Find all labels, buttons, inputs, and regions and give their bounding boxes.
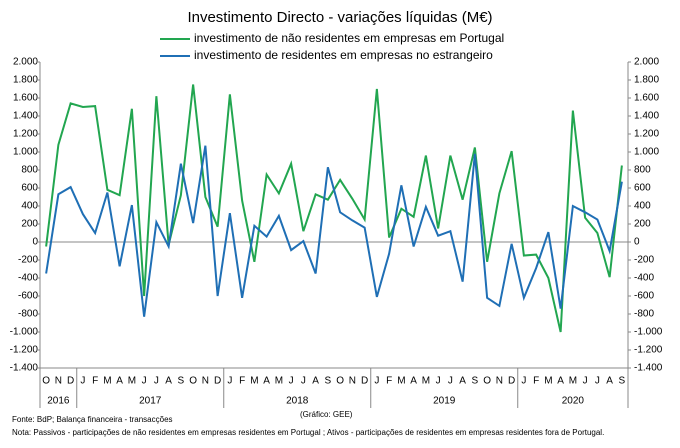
y-tick-label: 2.000 — [13, 57, 38, 68]
y-tick-label: -400 — [18, 273, 38, 284]
x-tick-label: F — [92, 376, 98, 387]
x-tick-label: A — [165, 376, 172, 387]
source: Fonte: BdP; Balança financeira - transac… — [12, 415, 173, 424]
x-tick-label: J — [374, 376, 379, 387]
x-tick-label: J — [583, 376, 588, 387]
x-tick-label: M — [103, 376, 111, 387]
y-tick-label: 1.000 — [13, 147, 38, 158]
x-tick-label: D — [508, 376, 515, 387]
y2-tick-label: 400 — [634, 201, 651, 212]
x-tick-label: F — [239, 376, 245, 387]
note: Nota: Passivos - participações de não re… — [12, 428, 604, 437]
year-label: 2020 — [562, 396, 585, 407]
x-tick-label: A — [459, 376, 466, 387]
x-tick-label: F — [533, 376, 539, 387]
y-tick-label: -200 — [18, 255, 38, 266]
y2-tick-label: 1.000 — [634, 147, 659, 158]
y2-tick-label: -1.400 — [634, 363, 663, 374]
x-tick-label: J — [154, 376, 159, 387]
x-tick-label: J — [301, 376, 306, 387]
x-tick-label: M — [250, 376, 258, 387]
x-tick-label: O — [483, 376, 491, 387]
x-tick-label: M — [569, 376, 577, 387]
y2-tick-label: 800 — [634, 165, 651, 176]
y2-tick-label: 200 — [634, 219, 651, 230]
x-tick-label: M — [397, 376, 405, 387]
x-tick-label: A — [116, 376, 123, 387]
series-line — [45, 145, 623, 317]
year-label: 2017 — [139, 396, 162, 407]
y-tick-label: 800 — [21, 165, 38, 176]
y2-tick-label: 1.200 — [634, 129, 659, 140]
x-tick-label: A — [557, 376, 564, 387]
x-tick-label: A — [312, 376, 319, 387]
credit: (Gráfico: GEE) — [300, 410, 353, 419]
y2-tick-label: 600 — [634, 183, 651, 194]
y2-tick-label: 1.400 — [634, 111, 659, 122]
x-tick-label: J — [80, 376, 85, 387]
y-tick-label: -1.200 — [10, 345, 39, 356]
x-tick-label: N — [496, 376, 503, 387]
x-tick-label: A — [263, 376, 270, 387]
y-tick-label: -1.400 — [10, 363, 39, 374]
y-tick-label: -600 — [18, 291, 38, 302]
y2-tick-label: -400 — [634, 273, 654, 284]
x-tick-label: J — [448, 376, 453, 387]
x-tick-label: D — [214, 376, 221, 387]
x-tick-label: M — [422, 376, 430, 387]
y2-tick-label: -1.200 — [634, 345, 663, 356]
y-tick-label: 0 — [32, 237, 38, 248]
x-tick-label: N — [349, 376, 356, 387]
x-tick-label: D — [67, 376, 74, 387]
y-tick-label: 600 — [21, 183, 38, 194]
y2-tick-label: -200 — [634, 255, 654, 266]
y2-tick-label: 1.800 — [634, 75, 659, 86]
year-label: 2016 — [47, 396, 70, 407]
x-tick-label: J — [521, 376, 526, 387]
x-tick-label: J — [227, 376, 232, 387]
y-tick-label: 1.600 — [13, 93, 38, 104]
y-tick-label: 400 — [21, 201, 38, 212]
legend-label: investimento de residentes em empresas n… — [194, 48, 493, 62]
y-tick-label: -1.000 — [10, 327, 39, 338]
y2-tick-label: 1.600 — [634, 93, 659, 104]
year-label: 2019 — [433, 396, 456, 407]
x-tick-label: N — [202, 376, 209, 387]
y-tick-label: 1.400 — [13, 111, 38, 122]
y2-tick-label: -800 — [634, 309, 654, 320]
legend-label: investimento de não residentes em empres… — [194, 31, 504, 45]
x-tick-label: O — [336, 376, 344, 387]
x-tick-label: J — [142, 376, 147, 387]
x-tick-label: J — [289, 376, 294, 387]
x-tick-label: A — [606, 376, 613, 387]
y-tick-label: 200 — [21, 219, 38, 230]
x-tick-label: M — [544, 376, 552, 387]
x-tick-label: S — [178, 376, 185, 387]
x-tick-label: S — [472, 376, 479, 387]
chart-title: Investimento Directo - variações líquida… — [187, 9, 492, 26]
x-tick-label: A — [410, 376, 417, 387]
y2-tick-label: -1.000 — [634, 327, 663, 338]
x-tick-label: S — [619, 376, 626, 387]
y2-tick-label: 0 — [634, 237, 640, 248]
x-tick-label: D — [361, 376, 368, 387]
x-tick-label: O — [42, 376, 50, 387]
y-tick-label: -800 — [18, 309, 38, 320]
y-tick-label: 1.200 — [13, 129, 38, 140]
x-tick-label: M — [128, 376, 136, 387]
y-tick-label: 1.800 — [13, 75, 38, 86]
x-tick-label: M — [275, 376, 283, 387]
y2-tick-label: 2.000 — [634, 57, 659, 68]
x-tick-label: O — [189, 376, 197, 387]
y2-tick-label: -600 — [634, 291, 654, 302]
x-tick-label: J — [436, 376, 441, 387]
x-tick-label: N — [55, 376, 62, 387]
x-tick-label: F — [386, 376, 392, 387]
x-tick-label: S — [325, 376, 332, 387]
year-label: 2018 — [286, 396, 309, 407]
x-tick-label: J — [595, 376, 600, 387]
